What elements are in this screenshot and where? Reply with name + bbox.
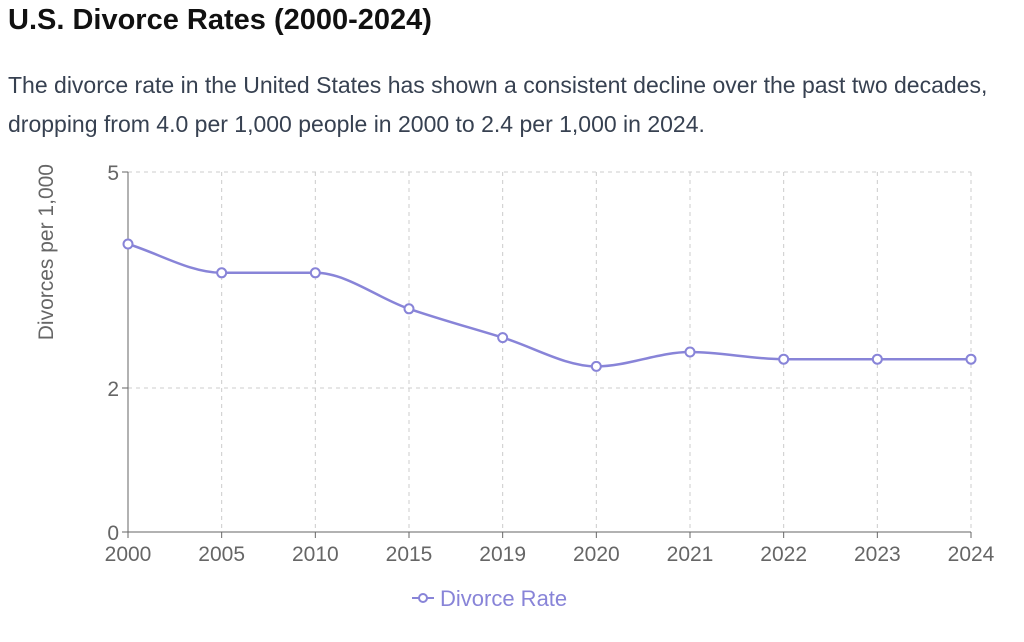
x-tick-label: 2022 [760,543,807,566]
x-tick-label: 2010 [292,543,339,566]
data-point-2021[interactable] [684,346,696,358]
legend-circle-marker [418,593,428,603]
chart-title: U.S. Divorce Rates (2000-2024) [8,4,432,36]
grid [127,171,972,533]
axes: 0 2 5 2000 2005 2010 2015 2019 2020 2021 2022 2023 2… [105,162,995,566]
y-tick-label: 2 [107,378,119,401]
x-tick-label: 2000 [105,543,152,566]
x-tick-label: 2020 [573,543,620,566]
data-point-2023[interactable] [871,353,883,365]
data-point-2024[interactable] [965,353,977,365]
x-tick-label: 2019 [479,543,526,566]
data-point-2019[interactable] [497,332,509,344]
data-point-2010[interactable] [309,267,321,279]
y-axis-label: Divorces per 1,000 [35,164,58,340]
data-point-2020[interactable] [590,360,602,372]
series-line-divorce-rate [127,242,971,368]
x-tick-label: 2024 [948,543,995,566]
series-layer [122,238,977,372]
x-tick-label: 2015 [386,543,433,566]
data-point-2000[interactable] [122,238,134,250]
data-point-2015[interactable] [403,303,415,315]
y-tick-label: 0 [107,522,119,545]
x-tick-label: 2021 [667,543,714,566]
x-tick-label: 2005 [198,543,245,566]
y-tick-label: 5 [107,162,119,185]
data-point-2005[interactable] [216,267,228,279]
data-point-2022[interactable] [778,353,790,365]
x-tick-label: 2023 [854,543,901,566]
legend[interactable]: Divorce Rate [412,586,567,611]
chart-description: The divorce rate in the United States ha… [8,72,988,137]
legend-label-divorce-rate: Divorce Rate [440,586,567,611]
